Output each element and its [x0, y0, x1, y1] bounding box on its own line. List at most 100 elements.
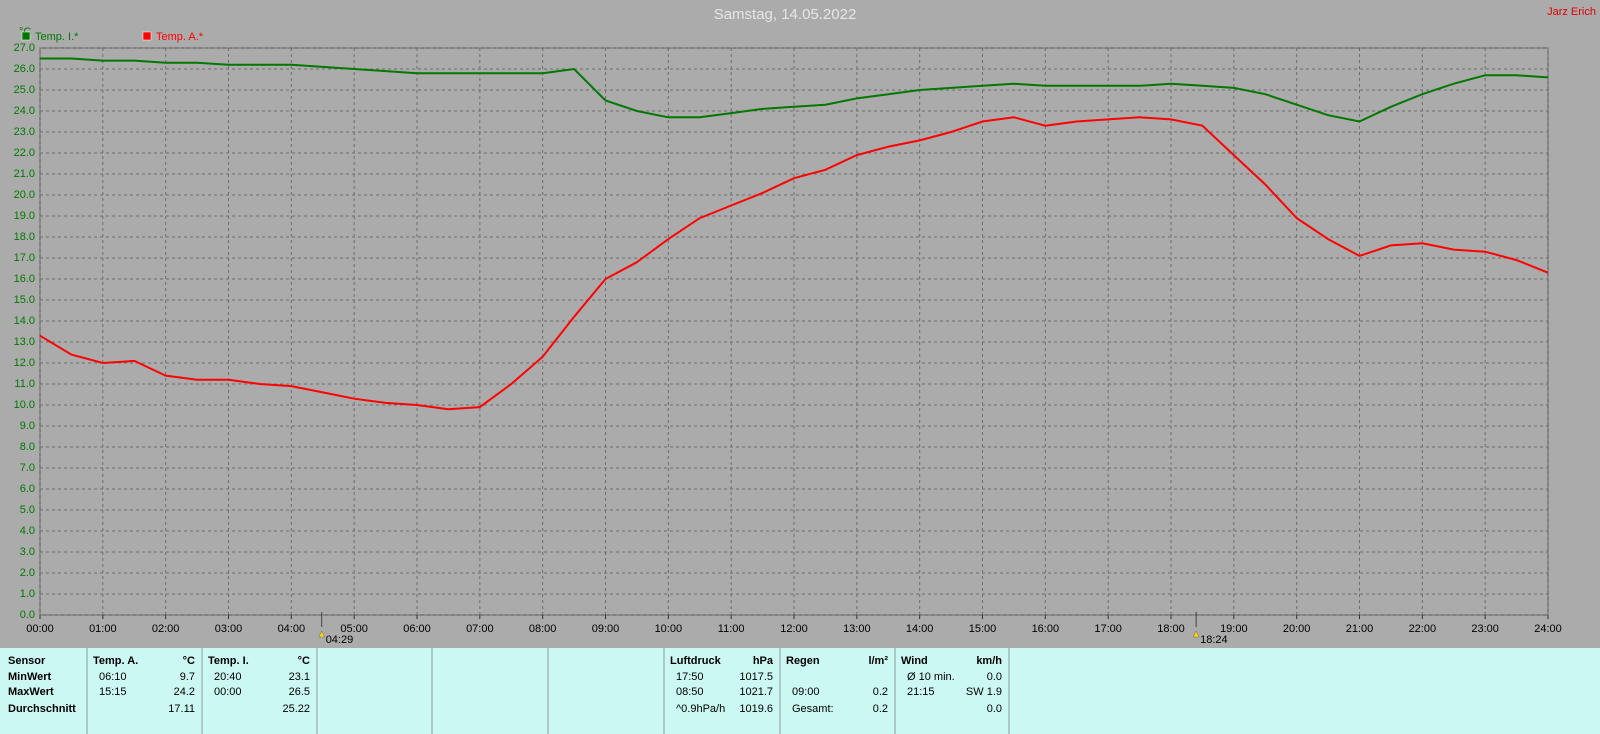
- cell-value: SW 1.9: [966, 686, 1002, 698]
- x-tick-label: 21:00: [1346, 623, 1374, 635]
- legend-label: Temp. A.*: [156, 31, 204, 43]
- y-tick-label: 1.0: [20, 588, 35, 600]
- cell-value: 0.0: [987, 671, 1002, 683]
- cell-value: 1019.6: [739, 703, 773, 715]
- y-tick-label: 12.0: [14, 357, 35, 369]
- x-tick-label: 03:00: [215, 623, 243, 635]
- y-tick-label: 19.0: [14, 210, 35, 222]
- cell-value: 1021.7: [739, 686, 773, 698]
- y-tick-label: 17.0: [14, 252, 35, 264]
- x-tick-label: 18:00: [1157, 623, 1185, 635]
- x-tick-label: 07:00: [466, 623, 494, 635]
- y-tick-label: 9.0: [20, 420, 35, 432]
- cell-value: 17.11: [168, 703, 195, 715]
- legend-swatch: [142, 31, 152, 41]
- y-tick-label: 24.0: [14, 105, 35, 117]
- cell-value: 9.7: [180, 671, 195, 683]
- y-tick-label: 5.0: [20, 504, 35, 516]
- y-tick-label: 4.0: [20, 525, 35, 537]
- row-label: Sensor: [8, 655, 46, 667]
- y-tick-label: 15.0: [14, 294, 35, 306]
- cell-time: 21:15: [907, 686, 935, 698]
- column-unit: hPa: [753, 655, 774, 667]
- summary-table: Sensor MinWert MaxWert Durchschnitt Temp. A.…: [8, 648, 1010, 734]
- x-tick-label: 05:00: [340, 623, 368, 635]
- y-tick-label: 3.0: [20, 546, 35, 558]
- x-tick-label: 20:00: [1283, 623, 1311, 635]
- row-label: Durchschnitt: [8, 703, 76, 715]
- x-tick-label: 12:00: [780, 623, 808, 635]
- x-tick-label: 08:00: [529, 623, 557, 635]
- sunrise-label: 04:29: [326, 634, 354, 646]
- x-tick-label: 19:00: [1220, 623, 1248, 635]
- y-tick-label: 0.0: [20, 609, 35, 621]
- row-label: MaxWert: [8, 686, 54, 698]
- y-tick-label: 10.0: [14, 399, 35, 411]
- y-tick-label: 16.0: [14, 273, 35, 285]
- column-header: Temp. I.: [208, 655, 249, 667]
- y-tick-label: 25.0: [14, 84, 35, 96]
- x-tick-label: 02:00: [152, 623, 180, 635]
- column-unit: l/m²: [868, 655, 888, 667]
- cell-value: 26.5: [289, 686, 310, 698]
- y-tick-label: 27.0: [14, 42, 35, 54]
- column-unit: °C: [183, 655, 195, 667]
- x-tick-label: 13:00: [843, 623, 871, 635]
- cell-time: Gesamt:: [792, 703, 834, 715]
- cell-time: 15:15: [99, 686, 127, 698]
- legend-label: Temp. I.*: [35, 31, 79, 43]
- y-tick-label: 8.0: [20, 441, 35, 453]
- cell-value: 0.2: [873, 686, 888, 698]
- y-tick-label: 11.0: [14, 378, 35, 390]
- x-tick-label: 15:00: [969, 623, 997, 635]
- x-tick-label: 00:00: [26, 623, 54, 635]
- cell-time: 09:00: [792, 686, 820, 698]
- sunset-icon: [1192, 630, 1200, 638]
- sunrise-icon: [318, 630, 326, 638]
- y-tick-label: 18.0: [14, 231, 35, 243]
- chart-title: Samstag, 14.05.2022: [714, 6, 857, 23]
- summary-panel: [0, 648, 1600, 734]
- column-header: Temp. A.: [93, 655, 138, 667]
- cell-value: 23.1: [289, 671, 310, 683]
- x-tick-label: 22:00: [1409, 623, 1437, 635]
- y-tick-label: 26.0: [14, 63, 35, 75]
- row-label: MinWert: [8, 671, 52, 683]
- series-line: [39, 116, 1549, 411]
- x-tick-label: 11:00: [718, 623, 745, 635]
- x-tick-label: 17:00: [1094, 623, 1122, 635]
- x-tick-label: 14:00: [906, 623, 934, 635]
- y-tick-label: 14.0: [14, 315, 35, 327]
- y-tick-label: 21.0: [14, 168, 35, 180]
- sunset-label: 18:24: [1200, 634, 1228, 646]
- x-tick-label: 04:00: [278, 623, 306, 635]
- cell-value: 25.22: [282, 703, 310, 715]
- cell-time: 08:50: [676, 686, 704, 698]
- x-tick-label: 06:00: [403, 623, 431, 635]
- x-tick-label: 16:00: [1032, 623, 1060, 635]
- cell-time: Ø 10 min.: [907, 671, 955, 683]
- y-tick-label: 2.0: [20, 567, 35, 579]
- cell-time: ^0.9hPa/h: [676, 703, 725, 715]
- legend-swatch: [21, 31, 31, 41]
- cell-value: 0.0: [987, 703, 1002, 715]
- column-unit: °C: [298, 655, 310, 667]
- x-tick-label: 09:00: [592, 623, 620, 635]
- cell-time: 00:00: [214, 686, 242, 698]
- x-tick-label: 01:00: [89, 623, 117, 635]
- y-tick-label: 13.0: [14, 336, 35, 348]
- cell-time: 20:40: [214, 671, 242, 683]
- x-tick-label: 10:00: [655, 623, 683, 635]
- series-line: [40, 57, 1549, 123]
- cell-value: 24.2: [174, 686, 195, 698]
- column-header: Regen: [786, 655, 820, 667]
- y-tick-label: 20.0: [14, 189, 35, 201]
- author: Jarz Erich: [1547, 6, 1596, 18]
- x-tick-label: 23:00: [1471, 623, 1499, 635]
- column-header: Luftdruck: [670, 655, 722, 667]
- y-tick-label: 7.0: [20, 462, 35, 474]
- column-header: Wind: [901, 655, 928, 667]
- cell-value: 1017.5: [739, 671, 773, 683]
